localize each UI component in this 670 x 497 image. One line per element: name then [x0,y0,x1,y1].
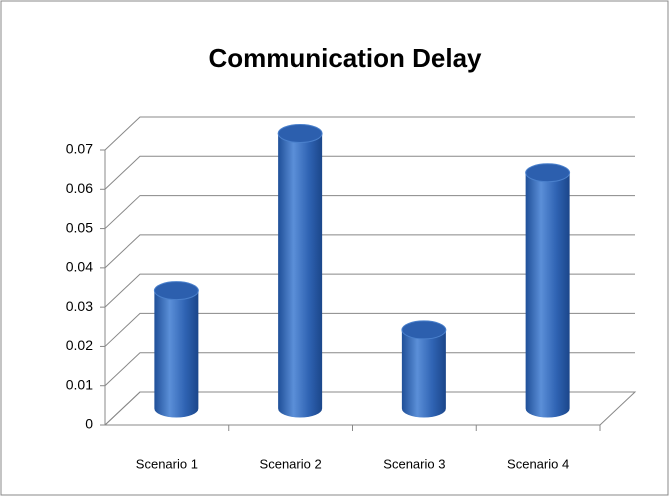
chart-title: Communication Delay [208,43,482,73]
y-tick-label: 0.02 [66,337,93,353]
x-tick-label: Scenario 2 [260,456,322,471]
grid-line [104,391,635,426]
bar [525,172,570,418]
y-tick-label: 0 [85,416,93,432]
grid-line [104,312,635,347]
x-tick-label: Scenario 3 [383,456,445,471]
bar [154,290,199,418]
x-tick-label: Scenario 1 [136,456,198,471]
y-tick-label: 0.01 [66,376,93,392]
bar [278,133,323,418]
grid-line [104,195,635,229]
y-tick-label: 0.06 [66,180,93,196]
grid-line [104,352,635,387]
bar-cap [401,320,447,340]
y-tick-label: 0.05 [66,219,93,235]
bar [401,329,446,418]
bar-cap [153,281,199,301]
grid-line [104,155,635,190]
y-tick-label: 0.07 [66,141,93,157]
y-tick-label: 0.04 [66,259,93,275]
grid-line [104,116,635,151]
bar-cap [525,163,571,183]
y-tick-label: 0.03 [66,298,93,314]
grid-line [104,273,635,308]
grid-line [104,234,635,269]
bar-cap [277,124,323,143]
x-tick-label: Scenario 4 [507,456,569,471]
